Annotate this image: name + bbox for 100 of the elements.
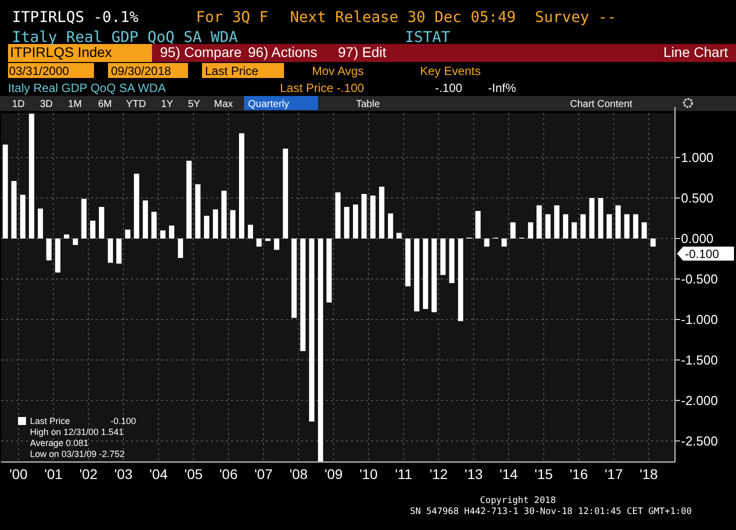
text: ISTAT	[405, 28, 450, 46]
bar	[580, 214, 586, 239]
annotation: Average 0.081	[30, 438, 88, 448]
y-tick-label: 1.000	[681, 150, 714, 166]
text: Quarterly	[248, 99, 290, 110]
x-tick-label: '18	[640, 466, 658, 482]
y-tick-label: -1.000	[681, 312, 718, 328]
x-tick-label: '11	[394, 466, 412, 482]
x-tick-label: '13	[464, 466, 483, 482]
bar	[2, 144, 8, 239]
bar	[528, 222, 534, 239]
bar	[388, 213, 394, 239]
bar	[108, 238, 113, 263]
bar	[318, 238, 324, 462]
x-tick-label: '01	[44, 466, 63, 482]
bar	[81, 198, 87, 239]
bar	[589, 198, 595, 239]
text: Table	[356, 99, 380, 110]
bar	[151, 212, 157, 239]
text: Last Price	[205, 64, 259, 78]
bar	[422, 238, 428, 309]
bar	[650, 238, 656, 247]
bar	[475, 210, 481, 239]
bar	[432, 238, 437, 312]
bar	[142, 200, 148, 239]
bar	[606, 214, 612, 239]
text: 96) Actions	[248, 44, 318, 60]
bar	[414, 238, 420, 312]
bar	[370, 196, 376, 239]
text: 6M	[98, 99, 112, 110]
text: YTD	[126, 99, 146, 110]
bar	[64, 234, 70, 239]
text: Chart Content	[570, 99, 632, 110]
bar	[633, 214, 638, 239]
bar	[458, 238, 464, 322]
legend-label: Last Price	[30, 416, 70, 426]
x-tick-label: '07	[254, 466, 273, 482]
bar	[563, 214, 568, 239]
text: -Inf%	[488, 81, 516, 95]
text: Key Events	[420, 64, 481, 78]
text: Survey --	[535, 8, 616, 26]
bar	[309, 238, 314, 422]
bar	[361, 194, 367, 239]
text: Last Price -.100	[280, 81, 364, 95]
bar	[572, 222, 577, 239]
x-tick-label: '06	[219, 466, 238, 482]
bar	[98, 206, 104, 239]
text: 95) Compare	[160, 44, 242, 60]
bar	[160, 230, 166, 239]
y-tick-label: -2.000	[681, 393, 718, 408]
bar	[396, 232, 402, 239]
bar	[20, 194, 26, 239]
bar	[291, 238, 297, 318]
bar	[352, 204, 358, 239]
bar	[248, 224, 254, 239]
bar	[239, 133, 244, 239]
x-tick-label: '15	[534, 466, 553, 482]
bar	[449, 238, 454, 284]
bar	[134, 174, 140, 239]
bar	[221, 190, 227, 239]
x-tick-label: '17	[604, 466, 624, 482]
bar	[169, 226, 174, 239]
annotation: Low on 03/31/09 -2.752	[30, 449, 125, 459]
text: 1M	[68, 99, 82, 110]
text: ITPIRLQS Index	[10, 44, 112, 60]
y-tick-label: -2.500	[681, 433, 718, 448]
bar	[72, 238, 78, 245]
bar	[204, 216, 210, 239]
bar	[55, 238, 60, 273]
bar	[212, 209, 218, 239]
text: 09/30/2018	[111, 64, 172, 78]
x-tick-label: '14	[500, 466, 518, 482]
bar	[440, 238, 446, 275]
bar	[554, 205, 560, 239]
bar	[536, 205, 542, 239]
bar	[344, 206, 350, 239]
y-tick-label: -1.500	[681, 352, 718, 368]
bar	[195, 184, 200, 239]
bar	[405, 238, 411, 286]
text: SN 547968 H442-713-1 30-Nov-18 12:01:45 CET GMT+1:00	[410, 507, 692, 517]
y-tick-label: 0.000	[681, 231, 714, 246]
text: Mov Avgs	[312, 64, 364, 78]
text: Line Chart	[663, 44, 728, 60]
x-tick-label: '03	[114, 466, 133, 482]
bar	[615, 205, 621, 239]
bar	[46, 238, 52, 260]
bar	[300, 238, 306, 352]
text: ITPIRLQS -0.1%	[12, 8, 138, 26]
text: Max	[214, 99, 233, 110]
bar	[274, 238, 280, 250]
text: 1Y	[161, 99, 174, 110]
bar	[125, 230, 130, 239]
bar	[28, 114, 34, 239]
text: For 3Q F	[196, 8, 268, 26]
annotation: -0.100	[110, 416, 136, 426]
bar	[510, 222, 516, 239]
text: -.100	[435, 81, 463, 95]
bar	[379, 186, 384, 239]
bar	[11, 181, 17, 239]
text: 3D	[40, 99, 53, 110]
